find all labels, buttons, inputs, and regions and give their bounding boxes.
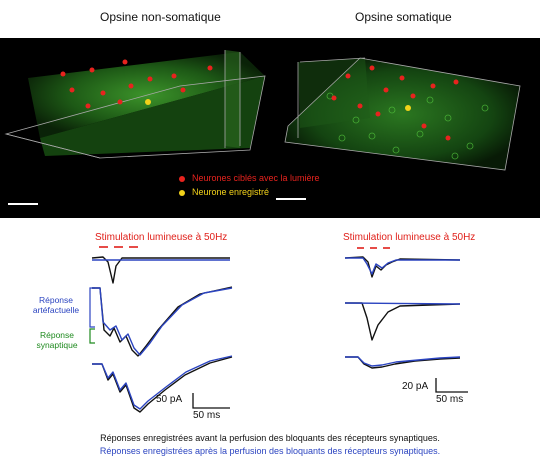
right-scale-time: 50 ms (436, 394, 464, 405)
caption-after-blockers: Réponses enregistrées après la perfusion… (99, 446, 441, 456)
synaptic-response-label: Réponse synaptique (36, 330, 78, 350)
right-trace-2 (344, 302, 461, 341)
legend-targeted-label: Neurones ciblés avec la lumière (192, 173, 320, 183)
legend-recorded-label: Neurone enregistré (192, 187, 270, 197)
left-recorded-neuron (145, 99, 151, 105)
microscopy-image (0, 38, 540, 218)
left-trace-scale-bar (192, 393, 230, 409)
left-stimulation-label: Stimulation lumineuse à 50Hz (95, 232, 228, 243)
right-stimulation-label: Stimulation lumineuse à 50Hz (343, 232, 476, 243)
right-trace-3 (345, 356, 461, 369)
left-trace-2 (92, 286, 233, 357)
synaptic-bracket (89, 328, 95, 344)
left-trace-3 (92, 355, 233, 413)
left-image-scale-bar (8, 203, 38, 205)
left-targeted-neurons (60, 59, 213, 109)
right-volume-render (284, 57, 521, 171)
legend-targeted-dot (179, 176, 185, 182)
left-trace-1 (91, 256, 230, 284)
right-trace-1 (344, 256, 461, 278)
artifact-bracket (89, 287, 95, 328)
right-image-scale-bar (276, 198, 306, 200)
right-recorded-neuron (405, 105, 411, 111)
legend-recorded-dot (179, 190, 185, 196)
right-panel-title: Opsine somatique (355, 10, 452, 24)
left-volume-render (4, 50, 266, 159)
left-scale-amplitude: 50 pA (156, 394, 183, 405)
right-targeted-neurons (331, 65, 459, 141)
artifact-response-label: Réponse artéfactuelle (32, 295, 80, 315)
right-scale-amplitude: 20 pA (402, 381, 429, 392)
caption-before-blockers: Réponses enregistrées avant la perfusion… (100, 433, 440, 443)
left-panel-title: Opsine non-somatique (100, 10, 221, 24)
left-scale-time: 50 ms (193, 410, 221, 421)
right-trace-scale-bar (435, 378, 468, 393)
